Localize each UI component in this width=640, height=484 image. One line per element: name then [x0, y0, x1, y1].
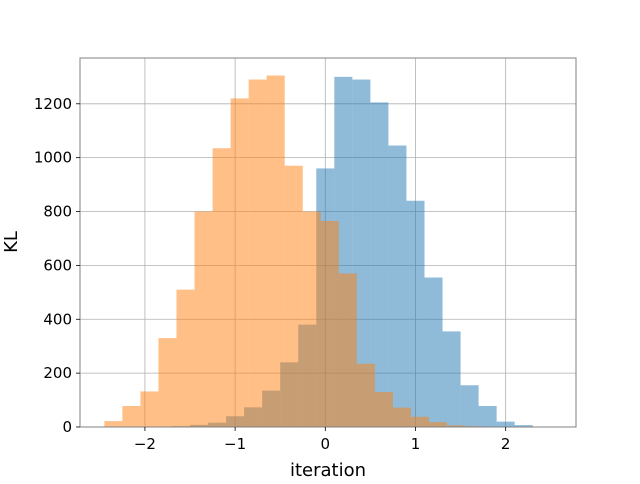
- series-1-bar-12: [320, 220, 339, 427]
- x-axis-label: iteration: [290, 460, 366, 480]
- y-tick-label-6: 1200: [34, 95, 72, 113]
- series-1-bar-3: [158, 338, 177, 427]
- y-tick-label-0: 0: [62, 418, 72, 436]
- y-axis-label: KL: [1, 231, 22, 253]
- series-1-bar-17: [410, 416, 430, 427]
- series-1-bar-10: [284, 165, 303, 427]
- series-1-bar-14: [356, 363, 375, 427]
- y-tick-label-4: 800: [43, 203, 72, 221]
- series-1-bar-16: [392, 407, 411, 427]
- series-1-bar-4: [176, 289, 195, 427]
- series-0-bar-15: [406, 200, 425, 427]
- series-0-bar-16: [424, 277, 443, 427]
- series-0-bar-13: [370, 102, 389, 428]
- series-1-bar-19: [447, 425, 466, 427]
- series-1-bar-7: [230, 98, 249, 427]
- series-0-bar-17: [442, 331, 461, 427]
- series-0-bar-18: [460, 385, 479, 427]
- series-1-bar-15: [374, 391, 393, 427]
- series-1-bar-18: [429, 422, 448, 427]
- x-tick-label-4: 2: [501, 435, 511, 453]
- series-0-bar-14: [388, 145, 407, 427]
- series-1-bars: [104, 75, 484, 428]
- axes-frame: [79, 57, 577, 428]
- series-1-bar-1: [122, 405, 141, 427]
- series-1-bar-8: [248, 79, 267, 427]
- series-1-bar-5: [194, 211, 213, 427]
- series-1-bar-6: [212, 148, 231, 427]
- y-tick-label-5: 1000: [34, 149, 72, 167]
- x-tick-label-2: 0: [321, 435, 331, 453]
- series-0-bar-20: [496, 421, 515, 427]
- series-1-bar-13: [338, 273, 357, 427]
- y-tick-label-1: 200: [43, 364, 72, 382]
- y-tick-label-2: 400: [43, 310, 72, 328]
- y-tick-label-3: 600: [43, 256, 72, 274]
- series-0-bar-19: [478, 405, 497, 427]
- x-tick-label-0: −2: [134, 435, 156, 453]
- series-1-bar-9: [266, 75, 285, 428]
- series-1-bar-11: [302, 211, 321, 427]
- series-1-bar-0: [104, 421, 123, 427]
- series-1-bar-2: [140, 391, 159, 427]
- x-tick-label-3: 1: [411, 435, 421, 453]
- x-tick-label-1: −1: [224, 435, 246, 453]
- series-0-bar-21: [514, 425, 533, 427]
- axis-ticks: −2 −1 0 1 2 0 200 400 600 800 1000 1200: [34, 95, 511, 453]
- histogram-bars: [104, 75, 533, 428]
